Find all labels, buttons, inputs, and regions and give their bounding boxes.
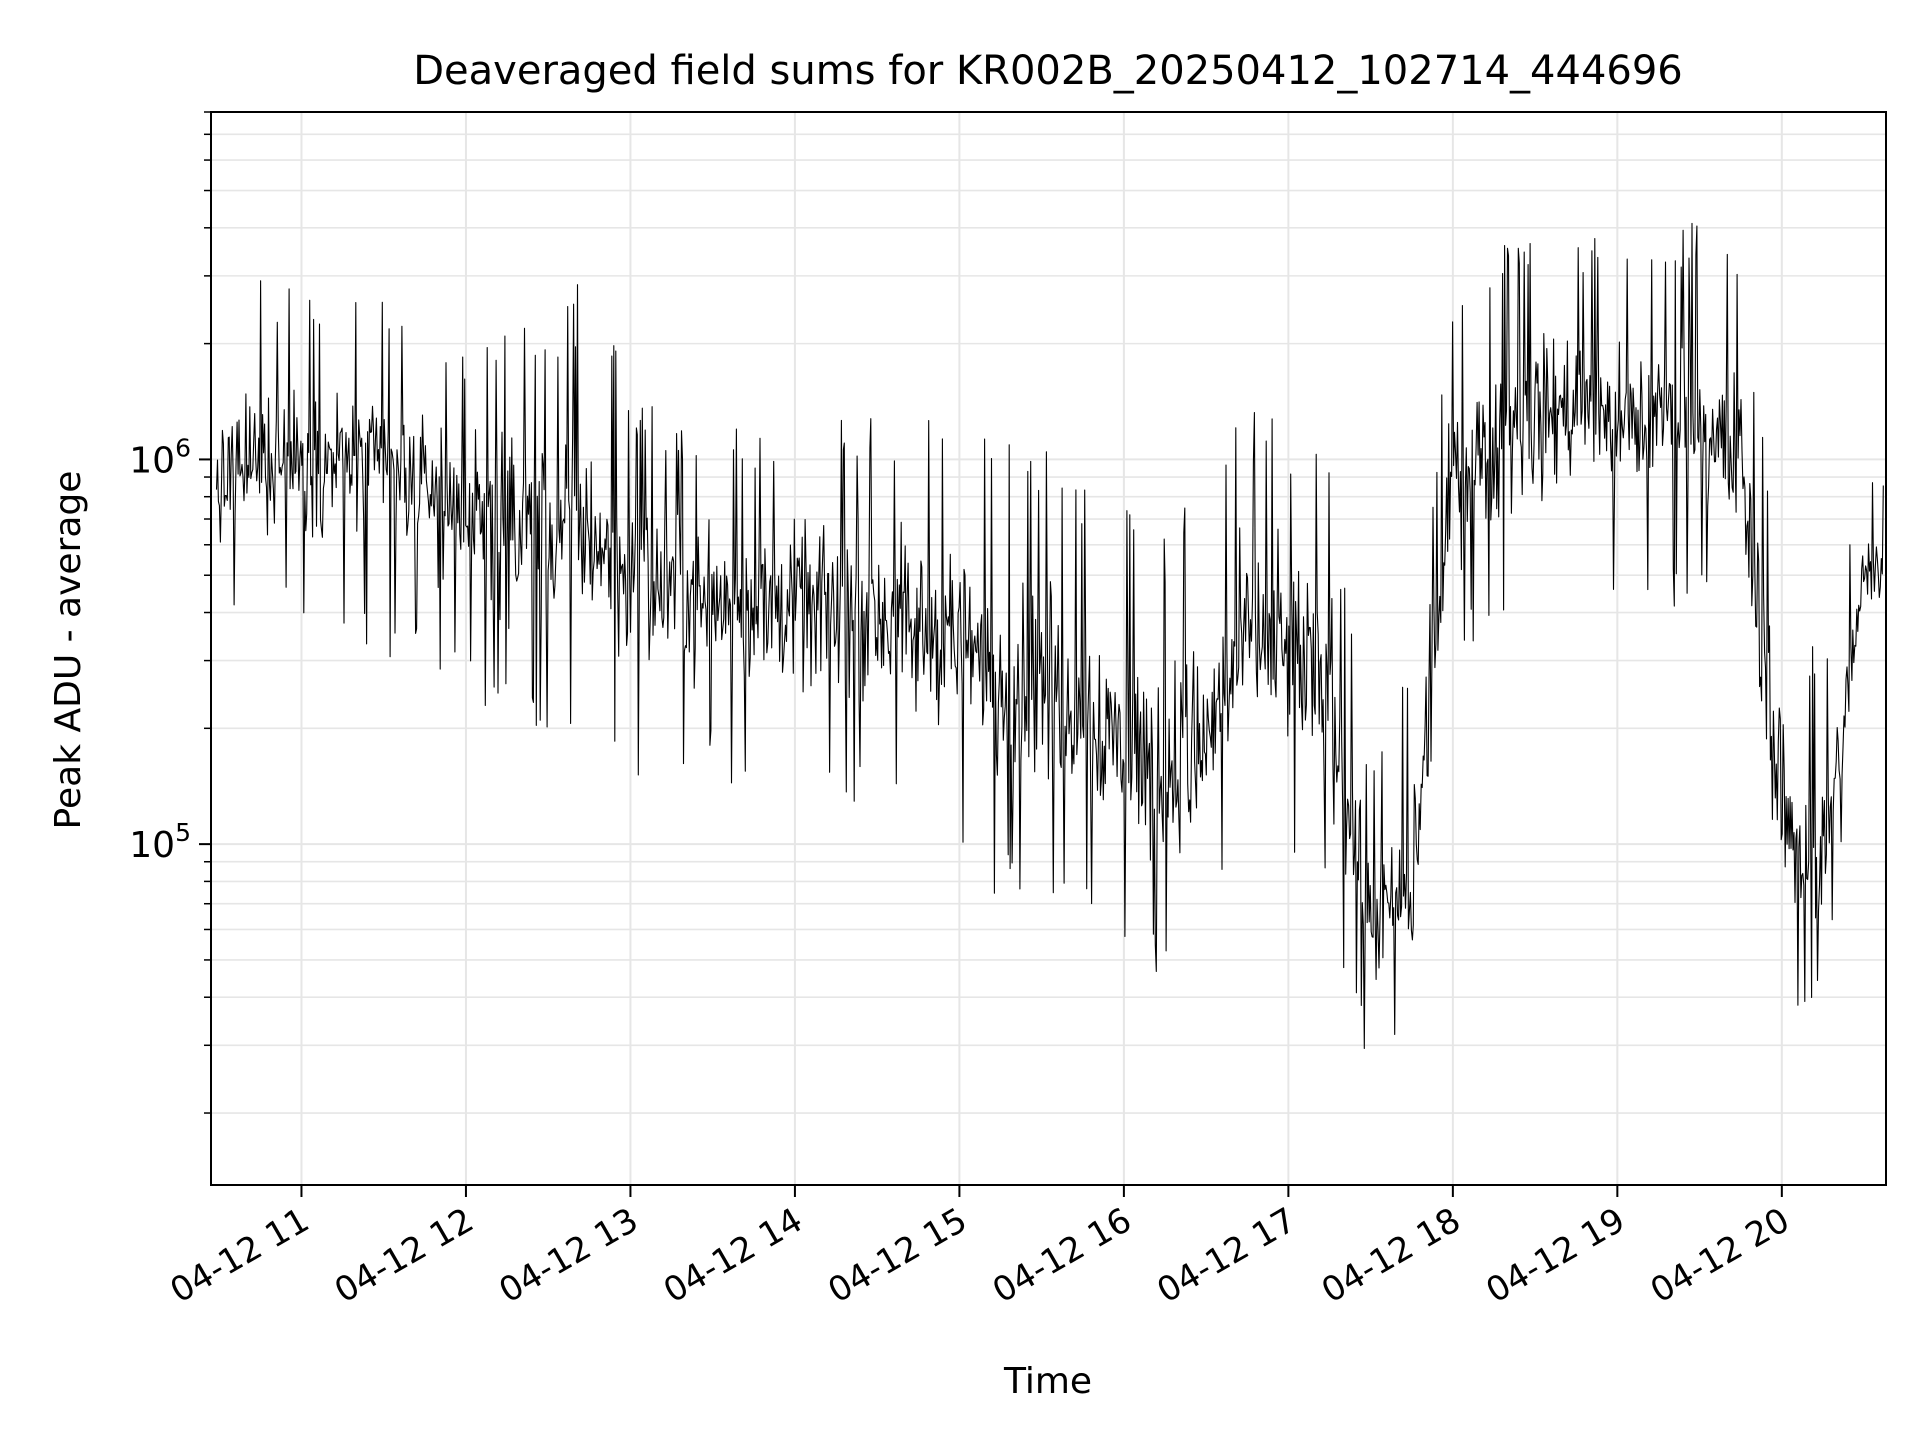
series-line-0 (215, 222, 1884, 1050)
y-axis-label: Peak ADU - average (48, 471, 89, 830)
data-series (215, 222, 1884, 1050)
y-tick-label: 105 (129, 818, 191, 866)
plot-area-frame (210, 111, 1887, 1186)
chart-title: Deaveraged field sums for KR002B_2025041… (413, 48, 1683, 94)
y-axis-ticks: 105 106 (129, 111, 211, 1114)
y-tick-label: 106 (129, 433, 191, 481)
x-axis-label: Time (1003, 1361, 1092, 1402)
